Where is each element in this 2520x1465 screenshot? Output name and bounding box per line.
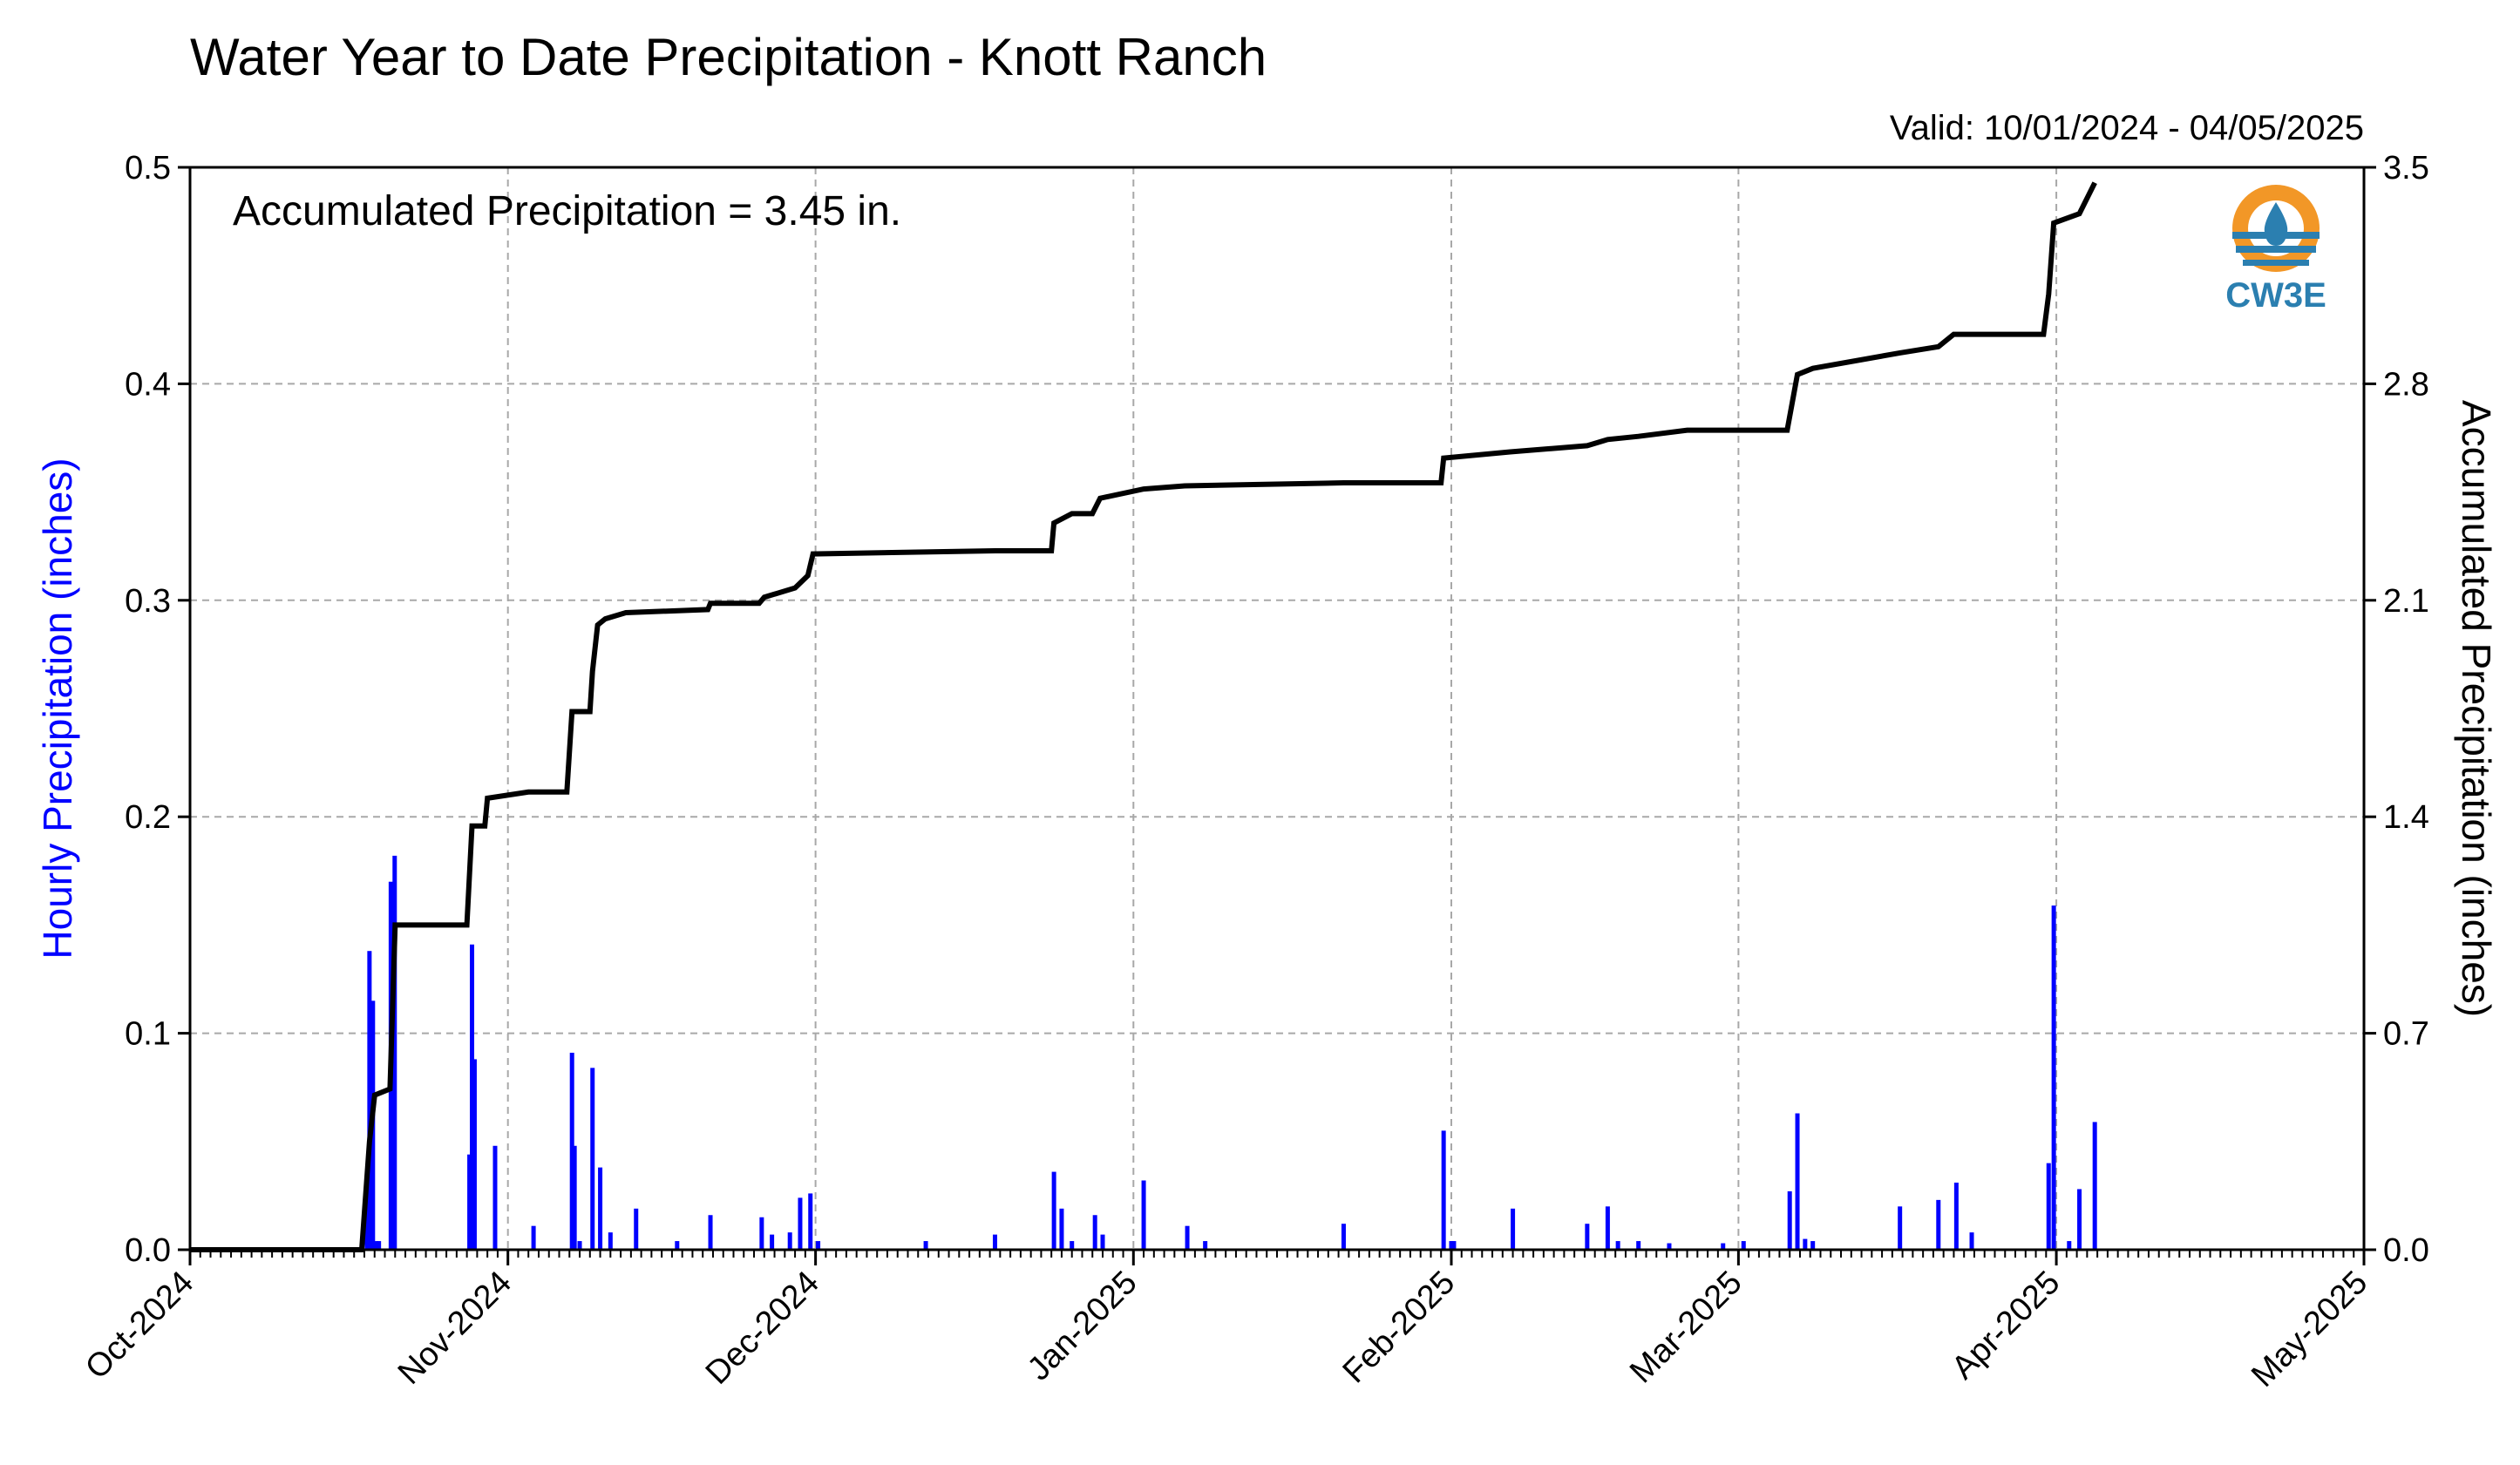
x-tick-label: Mar-2025 bbox=[1623, 1265, 1749, 1391]
hourly-precip-bar bbox=[2077, 1189, 2082, 1250]
hourly-precip-bar bbox=[590, 1068, 595, 1250]
hourly-precip-bar bbox=[572, 1145, 577, 1250]
hourly-precip-bar bbox=[675, 1241, 680, 1250]
hourly-precip-bar bbox=[364, 1180, 370, 1250]
chart-title: Water Year to Date Precipitation - Knott… bbox=[190, 28, 1267, 86]
hourly-precip-bar bbox=[770, 1234, 775, 1250]
hourly-precip-bar bbox=[634, 1208, 639, 1250]
hourly-precip-bar bbox=[1795, 1113, 1800, 1250]
y-left-tick-label: 0.0 bbox=[125, 1232, 171, 1269]
logo-text: CW3E bbox=[2225, 276, 2326, 315]
y-left-tick-label: 0.2 bbox=[125, 799, 171, 836]
hourly-precip-bar bbox=[1787, 1190, 1792, 1250]
hourly-precip-bar bbox=[2046, 1163, 2051, 1250]
hourly-precip-bar bbox=[1185, 1225, 1190, 1250]
y-right-tick-label: 3.5 bbox=[2383, 150, 2429, 187]
hourly-precip-bar bbox=[1585, 1224, 1590, 1250]
y-right-tick-label: 1.4 bbox=[2383, 799, 2429, 836]
valid-period: Valid: 10/01/2024 - 04/05/2025 bbox=[1890, 109, 2364, 147]
accumulated-total: Accumulated Precipitation = 3.45 in. bbox=[233, 188, 901, 234]
hourly-precip-bar bbox=[374, 1241, 379, 1250]
logo-wave-3 bbox=[2243, 260, 2309, 266]
x-tick-label: Oct-2024 bbox=[78, 1265, 200, 1387]
y-right-tick-label: 2.1 bbox=[2383, 583, 2429, 620]
y-left-tick-label: 0.4 bbox=[125, 366, 171, 403]
hourly-precip-bar bbox=[577, 1241, 582, 1250]
hourly-precip-bar bbox=[470, 944, 475, 1250]
hourly-bars bbox=[364, 855, 2097, 1250]
hourly-precip-bar bbox=[1721, 1243, 1726, 1250]
hourly-precip-bar bbox=[992, 1234, 997, 1250]
hourly-precip-bar bbox=[1203, 1241, 1208, 1250]
y-left-tick-label: 0.1 bbox=[125, 1016, 171, 1053]
accumulated-line bbox=[190, 181, 2097, 1252]
hourly-precip-bar bbox=[1059, 1208, 1064, 1250]
logo-wave-2 bbox=[2236, 246, 2316, 253]
hourly-precip-bar bbox=[1441, 1130, 1446, 1250]
hourly-precip-bar bbox=[1141, 1180, 1146, 1250]
hourly-precip-bar bbox=[759, 1217, 764, 1250]
hourly-precip-bar bbox=[1449, 1241, 1454, 1250]
hourly-precip-bar bbox=[467, 1154, 472, 1250]
hourly-precip-bar bbox=[2092, 1122, 2097, 1250]
hourly-precip-bar bbox=[1051, 1171, 1056, 1250]
x-tick-label: Jan-2025 bbox=[1021, 1265, 1145, 1388]
hourly-precip-bar bbox=[2051, 905, 2056, 1250]
x-tick-label: Dec-2024 bbox=[699, 1265, 826, 1392]
hourly-precip-bar bbox=[1341, 1224, 1346, 1250]
right-axis-title: Accumulated Precipitation (inches) bbox=[2454, 400, 2499, 1017]
hourly-precip-bar bbox=[1667, 1243, 1672, 1250]
x-tick-label: Feb-2025 bbox=[1336, 1265, 1463, 1391]
hourly-precip-bar bbox=[1070, 1241, 1075, 1250]
hourly-precip-bar bbox=[1936, 1199, 1941, 1250]
hourly-precip-bar bbox=[1451, 1241, 1457, 1250]
hourly-precip-bar bbox=[472, 1059, 477, 1250]
plot-frame bbox=[188, 166, 2366, 1251]
grid-lines bbox=[190, 167, 2364, 1250]
hourly-precip-bar bbox=[1605, 1206, 1610, 1250]
hourly-precip-bar bbox=[1615, 1241, 1620, 1250]
hourly-precip-bar bbox=[367, 951, 372, 1250]
y-right-tick-label: 0.7 bbox=[2383, 1016, 2429, 1053]
x-tick-label: Apr-2025 bbox=[1945, 1265, 2067, 1387]
hourly-precip-bar bbox=[598, 1167, 603, 1250]
x-tick-label: Nov-2024 bbox=[391, 1265, 519, 1392]
cw3e-logo: CW3E bbox=[2225, 185, 2326, 315]
logo-wave-1 bbox=[2232, 232, 2320, 239]
hourly-precip-bar bbox=[1803, 1238, 1808, 1250]
hourly-precip-bar bbox=[531, 1225, 536, 1250]
hourly-precip-bar bbox=[608, 1232, 613, 1250]
hourly-precip-bar bbox=[816, 1241, 821, 1250]
hourly-precip-bar bbox=[1511, 1208, 1516, 1250]
y-left-tick-label: 0.3 bbox=[125, 583, 171, 620]
hourly-precip-bar bbox=[798, 1197, 803, 1250]
hourly-precip-bar bbox=[392, 855, 397, 1250]
hourly-precip-bar bbox=[787, 1232, 792, 1250]
hourly-precip-bar bbox=[1953, 1182, 1959, 1250]
y-right-tick-label: 2.8 bbox=[2383, 366, 2429, 403]
hourly-precip-bar bbox=[569, 1052, 574, 1250]
y-left-tick-label: 0.5 bbox=[125, 150, 171, 187]
y-right-tick-label: 0.0 bbox=[2383, 1232, 2429, 1269]
hourly-precip-bar bbox=[1898, 1206, 1903, 1250]
hourly-precip-bar bbox=[1100, 1234, 1105, 1250]
left-axis-title: Hourly Precipitation (inches) bbox=[35, 458, 80, 959]
hourly-precip-bar bbox=[492, 1145, 498, 1250]
hourly-precip-bar bbox=[1741, 1241, 1746, 1250]
hourly-precip-bar bbox=[1810, 1241, 1816, 1250]
hourly-precip-bar bbox=[808, 1193, 813, 1250]
hourly-precip-bar bbox=[2067, 1241, 2072, 1250]
axis-ticks: 0.0 0.1 0.2 0.3 0.4 0.5 0.0 0.7 1.4 2.1 2.8 3.5 Oct-… bbox=[78, 150, 2429, 1394]
hourly-precip-bar bbox=[708, 1215, 713, 1250]
hourly-precip-bar bbox=[1636, 1241, 1641, 1250]
hourly-precip-bar bbox=[1092, 1215, 1097, 1250]
x-tick-label: May-2025 bbox=[2245, 1265, 2374, 1394]
hourly-precip-bar bbox=[923, 1241, 928, 1250]
hourly-precip-bar bbox=[377, 1241, 382, 1250]
hourly-precip-bar bbox=[1969, 1232, 1974, 1250]
